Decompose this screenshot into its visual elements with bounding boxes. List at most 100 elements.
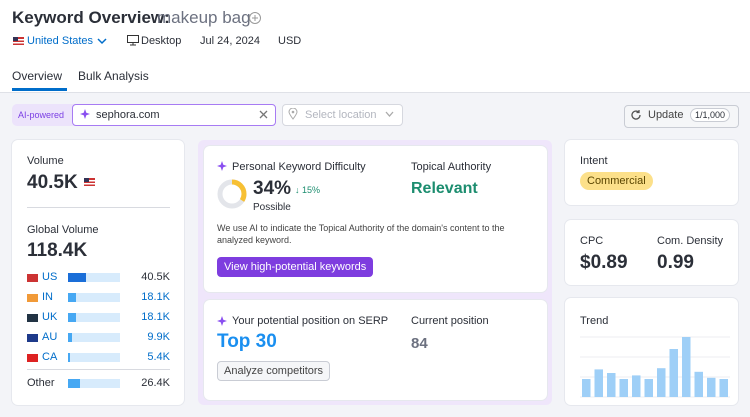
volume-label: Volume <box>27 155 64 167</box>
location-select[interactable] <box>282 104 403 126</box>
currency: USD <box>278 35 302 47</box>
divider <box>27 369 170 370</box>
authority-description: We use AI to indicate the Topical Author… <box>217 223 505 245</box>
device: Desktop <box>141 35 182 47</box>
flag <box>27 274 38 282</box>
location-placeholder: Select location <box>305 109 377 121</box>
volume-track <box>68 293 120 302</box>
tab-underline <box>12 88 67 91</box>
domain: sephora.com <box>96 109 160 121</box>
cpc-label: CPC <box>580 235 604 247</box>
volume-track <box>68 353 120 362</box>
current-position-value: 84 <box>411 335 428 352</box>
keyword: makeup bag <box>157 8 251 27</box>
flag <box>84 178 95 186</box>
country-code: IN <box>42 291 53 303</box>
current-position-label: Current position <box>411 315 489 327</box>
authority-label: Topical Authority <box>411 161 492 173</box>
serp-label: Your potential position on SERP <box>232 315 389 327</box>
country-volume: 40.5K <box>141 271 170 283</box>
analyze-button[interactable]: Analyze competitors <box>217 361 331 381</box>
chevron <box>385 111 394 117</box>
ai-label: AI-powered <box>18 110 65 120</box>
country-code: CA <box>42 351 58 363</box>
country-volume: 18.1K <box>141 291 170 303</box>
chevron <box>97 38 107 45</box>
kd-change-arrow: ↓ <box>295 185 300 195</box>
volume-bar <box>68 273 86 282</box>
flag <box>27 354 38 362</box>
flag <box>27 294 38 302</box>
trend-bar <box>719 379 728 397</box>
flag <box>13 37 24 45</box>
cpc-value: $0.89 <box>580 252 628 273</box>
kd-donut <box>217 179 247 209</box>
sparkle-icon <box>217 161 227 171</box>
clear-icon[interactable] <box>259 110 268 119</box>
trend-bar <box>607 373 616 397</box>
volume-value: 40.5K <box>27 172 78 193</box>
volume-bar <box>68 379 80 388</box>
global-volume-value: 118.4K <box>27 240 88 261</box>
pin-icon <box>288 108 298 120</box>
flag <box>27 334 38 342</box>
intent-label: Intent <box>580 155 608 167</box>
top-bar <box>0 0 750 93</box>
country-code: US <box>42 271 58 283</box>
volume-track <box>68 273 120 282</box>
update-count: 1/1,000 <box>690 108 731 122</box>
volume-track <box>68 379 120 388</box>
kd-change: 15% <box>302 185 321 195</box>
trend-bar <box>657 368 666 397</box>
sparkle-icon <box>217 316 227 326</box>
tab[interactable]: Overview <box>12 69 63 83</box>
kd-arc <box>217 179 247 209</box>
trend-bar <box>707 377 716 397</box>
country-volume: 9.9K <box>147 331 170 343</box>
trend-bar <box>694 371 703 397</box>
volume-bar <box>68 333 73 342</box>
high-potential-button[interactable]: View high-potential keywords <box>217 257 374 277</box>
title: Keyword Overview: <box>12 8 170 27</box>
country-volume: 18.1K <box>141 311 170 323</box>
country-code: UK <box>42 311 58 323</box>
volume-bar <box>68 313 76 322</box>
global-volume-label: Global Volume <box>27 224 99 236</box>
trend-bar <box>582 379 591 397</box>
country-code: AU <box>42 331 58 343</box>
trend-bar <box>594 369 603 397</box>
sparkle-icon <box>80 109 90 119</box>
desktop-icon <box>127 35 139 46</box>
density-label: Com. Density <box>657 235 724 247</box>
kd-value: 34% <box>253 178 292 199</box>
trend-bar <box>632 375 641 397</box>
update-label: Update <box>648 109 684 121</box>
serp-card <box>204 300 547 400</box>
density-value: 0.99 <box>657 252 694 273</box>
kd-label: Personal Keyword Difficulty <box>232 161 366 173</box>
trend-bar <box>644 379 653 397</box>
country-select[interactable]: United States <box>27 35 94 47</box>
volume-bar <box>68 353 71 362</box>
other-volume: 26.4K <box>141 377 170 389</box>
cpc-card <box>565 220 738 285</box>
tab[interactable]: Bulk Analysis <box>78 69 149 83</box>
serp-value: Top 30 <box>217 331 277 352</box>
date: Jul 24, 2024 <box>200 35 260 47</box>
intent-badge: Commercial <box>580 172 653 190</box>
trend-bar <box>682 337 691 397</box>
kd-level: Possible <box>253 202 291 213</box>
trend-bar <box>619 379 628 397</box>
domain-input[interactable] <box>72 104 276 126</box>
divider <box>27 207 170 208</box>
trend-label: Trend <box>580 315 609 327</box>
flag <box>27 314 38 322</box>
volume-track <box>68 313 120 322</box>
trend-chart <box>580 336 730 398</box>
authority-value: Relevant <box>411 180 478 197</box>
country-volume: 5.4K <box>147 351 170 363</box>
trend-bar <box>669 349 678 397</box>
add-icon[interactable] <box>248 11 262 25</box>
volume-track <box>68 333 120 342</box>
